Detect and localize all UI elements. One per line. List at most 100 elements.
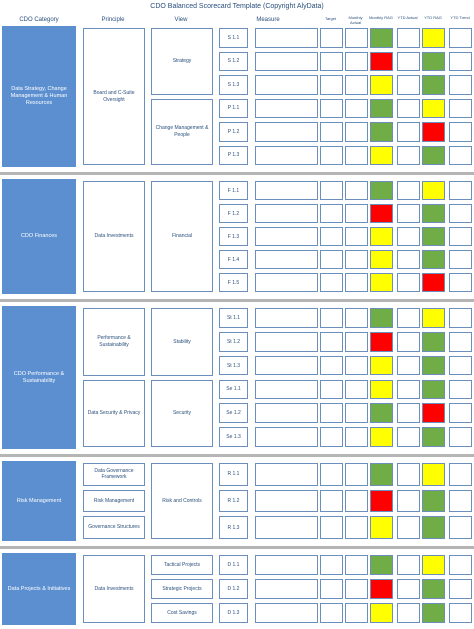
- measure-cell[interactable]: [255, 145, 318, 165]
- ytd-trend-cell[interactable]: [449, 181, 472, 200]
- monthly-actual-cell[interactable]: [345, 555, 368, 575]
- ytd-actual-cell[interactable]: [397, 145, 420, 165]
- monthly-actual-cell[interactable]: [345, 181, 368, 200]
- measure-cell[interactable]: [255, 516, 318, 539]
- ytd-actual-cell[interactable]: [397, 181, 420, 200]
- ytd-actual-cell[interactable]: [397, 250, 420, 269]
- monthly-actual-cell[interactable]: [345, 98, 368, 118]
- ytd-trend-cell[interactable]: [449, 603, 472, 623]
- monthly-actual-cell[interactable]: [345, 308, 368, 328]
- measure-cell[interactable]: [255, 489, 318, 513]
- ytd-trend-cell[interactable]: [449, 227, 472, 246]
- monthly-actual-cell[interactable]: [345, 463, 368, 486]
- target-cell[interactable]: [320, 122, 343, 142]
- ytd-actual-cell[interactable]: [397, 403, 420, 424]
- monthly-actual-cell[interactable]: [345, 603, 368, 623]
- measure-cell[interactable]: [255, 555, 318, 575]
- ytd-trend-cell[interactable]: [449, 122, 472, 142]
- monthly-actual-cell[interactable]: [345, 331, 368, 352]
- measure-cell[interactable]: [255, 122, 318, 142]
- target-cell[interactable]: [320, 463, 343, 486]
- monthly-actual-cell[interactable]: [345, 28, 368, 48]
- ytd-trend-cell[interactable]: [449, 555, 472, 575]
- ytd-trend-cell[interactable]: [449, 463, 472, 486]
- measure-cell[interactable]: [255, 403, 318, 424]
- ytd-actual-cell[interactable]: [397, 427, 420, 447]
- target-cell[interactable]: [320, 250, 343, 269]
- monthly-actual-cell[interactable]: [345, 379, 368, 400]
- monthly-actual-cell[interactable]: [345, 204, 368, 223]
- target-cell[interactable]: [320, 227, 343, 246]
- target-cell[interactable]: [320, 308, 343, 328]
- target-cell[interactable]: [320, 28, 343, 48]
- ytd-trend-cell[interactable]: [449, 331, 472, 352]
- target-cell[interactable]: [320, 489, 343, 513]
- ytd-trend-cell[interactable]: [449, 51, 472, 71]
- ytd-trend-cell[interactable]: [449, 516, 472, 539]
- ytd-actual-cell[interactable]: [397, 489, 420, 513]
- ytd-trend-cell[interactable]: [449, 204, 472, 223]
- measure-cell[interactable]: [255, 51, 318, 71]
- ytd-actual-cell[interactable]: [397, 273, 420, 292]
- monthly-actual-cell[interactable]: [345, 122, 368, 142]
- ytd-actual-cell[interactable]: [397, 227, 420, 246]
- ytd-actual-cell[interactable]: [397, 308, 420, 328]
- target-cell[interactable]: [320, 427, 343, 447]
- ytd-trend-cell[interactable]: [449, 355, 472, 376]
- measure-cell[interactable]: [255, 28, 318, 48]
- ytd-actual-cell[interactable]: [397, 98, 420, 118]
- measure-cell[interactable]: [255, 603, 318, 623]
- monthly-actual-cell[interactable]: [345, 75, 368, 95]
- monthly-actual-cell[interactable]: [345, 273, 368, 292]
- ytd-actual-cell[interactable]: [397, 51, 420, 71]
- ytd-trend-cell[interactable]: [449, 427, 472, 447]
- ytd-actual-cell[interactable]: [397, 355, 420, 376]
- measure-cell[interactable]: [255, 427, 318, 447]
- target-cell[interactable]: [320, 51, 343, 71]
- ytd-actual-cell[interactable]: [397, 75, 420, 95]
- ytd-actual-cell[interactable]: [397, 555, 420, 575]
- measure-cell[interactable]: [255, 308, 318, 328]
- target-cell[interactable]: [320, 579, 343, 599]
- ytd-actual-cell[interactable]: [397, 28, 420, 48]
- target-cell[interactable]: [320, 331, 343, 352]
- ytd-actual-cell[interactable]: [397, 122, 420, 142]
- ytd-trend-cell[interactable]: [449, 379, 472, 400]
- monthly-actual-cell[interactable]: [345, 250, 368, 269]
- monthly-actual-cell[interactable]: [345, 489, 368, 513]
- ytd-trend-cell[interactable]: [449, 308, 472, 328]
- ytd-trend-cell[interactable]: [449, 28, 472, 48]
- measure-cell[interactable]: [255, 227, 318, 246]
- target-cell[interactable]: [320, 75, 343, 95]
- monthly-actual-cell[interactable]: [345, 516, 368, 539]
- target-cell[interactable]: [320, 181, 343, 200]
- monthly-actual-cell[interactable]: [345, 403, 368, 424]
- target-cell[interactable]: [320, 603, 343, 623]
- ytd-actual-cell[interactable]: [397, 463, 420, 486]
- target-cell[interactable]: [320, 403, 343, 424]
- monthly-actual-cell[interactable]: [345, 145, 368, 165]
- ytd-actual-cell[interactable]: [397, 516, 420, 539]
- monthly-actual-cell[interactable]: [345, 579, 368, 599]
- target-cell[interactable]: [320, 273, 343, 292]
- target-cell[interactable]: [320, 379, 343, 400]
- ytd-trend-cell[interactable]: [449, 273, 472, 292]
- ytd-trend-cell[interactable]: [449, 145, 472, 165]
- ytd-actual-cell[interactable]: [397, 379, 420, 400]
- measure-cell[interactable]: [255, 355, 318, 376]
- measure-cell[interactable]: [255, 579, 318, 599]
- ytd-actual-cell[interactable]: [397, 603, 420, 623]
- ytd-trend-cell[interactable]: [449, 98, 472, 118]
- measure-cell[interactable]: [255, 273, 318, 292]
- measure-cell[interactable]: [255, 379, 318, 400]
- ytd-trend-cell[interactable]: [449, 579, 472, 599]
- measure-cell[interactable]: [255, 181, 318, 200]
- measure-cell[interactable]: [255, 98, 318, 118]
- target-cell[interactable]: [320, 555, 343, 575]
- ytd-actual-cell[interactable]: [397, 579, 420, 599]
- monthly-actual-cell[interactable]: [345, 427, 368, 447]
- measure-cell[interactable]: [255, 463, 318, 486]
- ytd-actual-cell[interactable]: [397, 204, 420, 223]
- ytd-actual-cell[interactable]: [397, 331, 420, 352]
- target-cell[interactable]: [320, 516, 343, 539]
